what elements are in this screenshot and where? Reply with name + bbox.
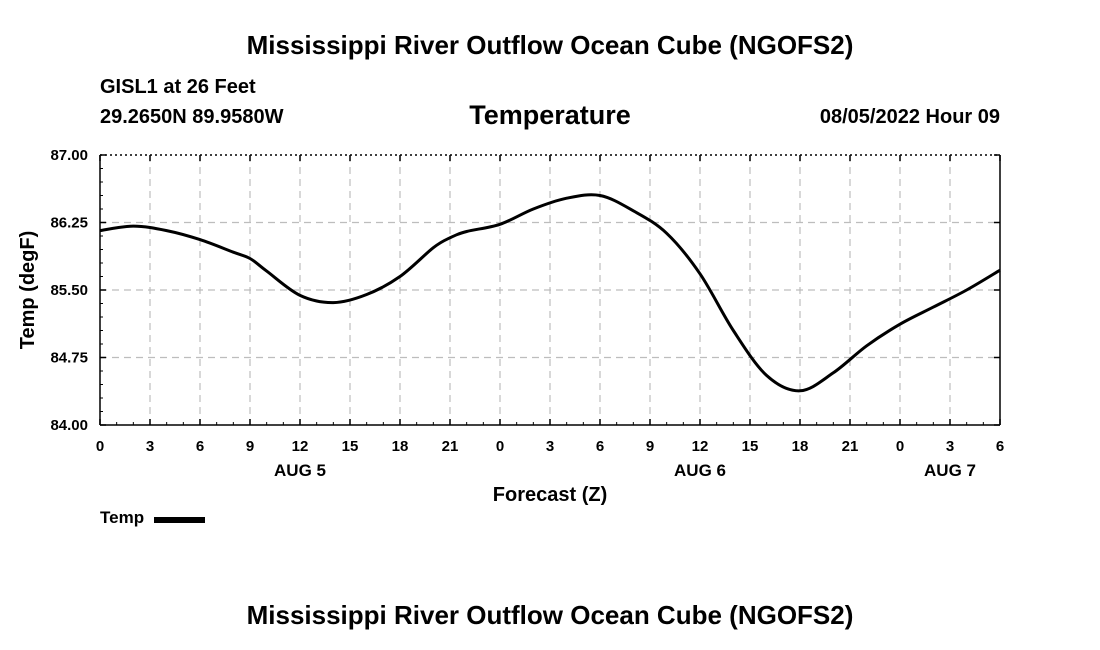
station-label: GISL1 at 26 Feet: [100, 76, 256, 98]
y-tick-label: 84.75: [50, 350, 88, 367]
x-tick-label: 0: [96, 438, 104, 455]
y-axis-label: Temp (degF): [17, 231, 39, 350]
series-line-temp: [99, 193, 1001, 393]
x-tick-label: 15: [342, 438, 359, 455]
y-tick-label: 84.00: [50, 417, 88, 434]
x-tick-label: 0: [496, 438, 504, 455]
legend-swatch-temp: [154, 516, 206, 523]
x-tick-label: 15: [742, 438, 759, 455]
x-tick-label: 18: [792, 438, 809, 455]
x-tick-label: 12: [292, 438, 309, 455]
temperature-chart: 0 3 6 9 12 15 18 21 0 3 6 9 12 15 18 21 0 3 6 84.00 84.75 85.…: [17, 147, 1004, 506]
x-tick-label: 21: [442, 438, 459, 455]
x-tick-label: 21: [842, 438, 859, 455]
y-tick-label: 86.25: [50, 215, 88, 232]
coordinates-label: 29.2650N 89.9580W: [100, 106, 284, 128]
footer-title: Mississippi River Outflow Ocean Cube (NG…: [246, 600, 854, 630]
x-tick-label: 0: [896, 438, 904, 455]
chart-title: Mississippi River Outflow Ocean Cube (NG…: [246, 30, 854, 60]
axis-ticks: [99, 154, 1001, 426]
day-label: AUG 6: [674, 461, 726, 480]
x-tick-label: 3: [946, 438, 954, 455]
x-tick-label: 3: [546, 438, 554, 455]
chart-subtitle: Temperature: [469, 100, 631, 130]
x-tick-label: 6: [196, 438, 204, 455]
tick-labels: 0 3 6 9 12 15 18 21 0 3 6 9 12 15 18 21 0 3 6 84.00 84.75 85.…: [50, 147, 1004, 480]
x-axis-label: Forecast (Z): [493, 484, 607, 506]
x-tick-label: 6: [996, 438, 1004, 455]
x-tick-label: 18: [392, 438, 409, 455]
x-tick-label: 6: [596, 438, 604, 455]
grid-lines: [100, 155, 1000, 425]
legend-label-temp: Temp: [100, 508, 145, 527]
day-label: AUG 7: [924, 461, 976, 480]
series-layer: [99, 193, 1001, 393]
y-tick-label: 87.00: [50, 147, 88, 164]
x-tick-label: 3: [146, 438, 154, 455]
x-tick-label: 9: [646, 438, 654, 455]
datetime-label: 08/05/2022 Hour 09: [819, 106, 1000, 128]
x-tick-label: 9: [246, 438, 254, 455]
day-label: AUG 5: [274, 461, 326, 480]
y-tick-label: 85.50: [50, 282, 88, 299]
legend: Temp: [100, 508, 206, 528]
x-tick-label: 12: [692, 438, 709, 455]
